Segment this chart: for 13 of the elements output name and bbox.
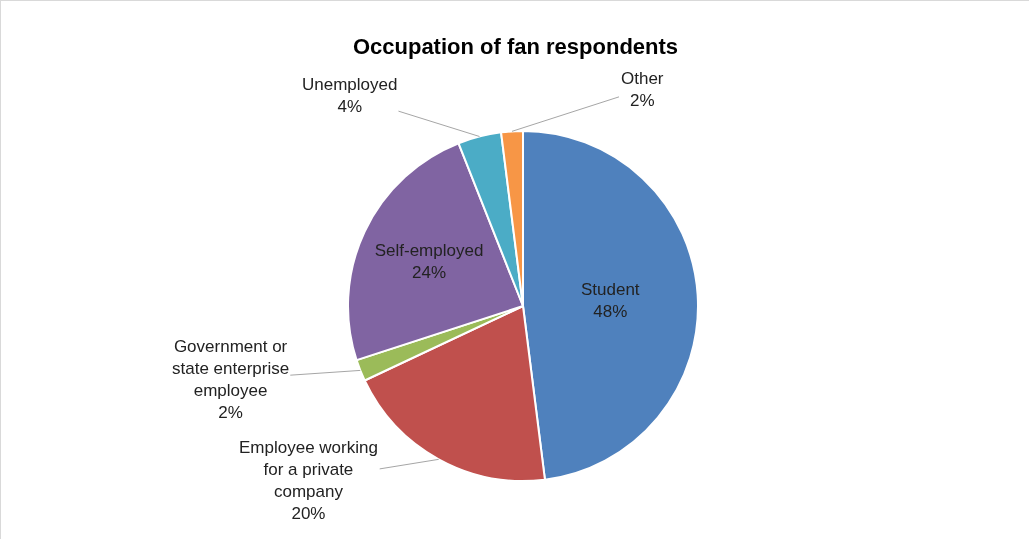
data-label: 24%: [411, 263, 447, 283]
slice-label: Student: [580, 279, 640, 299]
slice-label: Self-employed: [374, 241, 484, 261]
slice-label: Employee working for a private company: [239, 438, 378, 502]
data-label: 4%: [337, 97, 363, 117]
data-label: 48%: [593, 302, 628, 322]
data-label: 2%: [218, 403, 243, 423]
slice-label: Unemployed: [302, 75, 398, 94]
slice-label: Government or state enterprise employee: [172, 337, 290, 401]
data-label: 20%: [291, 504, 326, 524]
slice-label: Other: [621, 69, 664, 88]
data-label: 2%: [629, 91, 655, 111]
chart-title: Occupation of fan respondents: [352, 34, 679, 60]
